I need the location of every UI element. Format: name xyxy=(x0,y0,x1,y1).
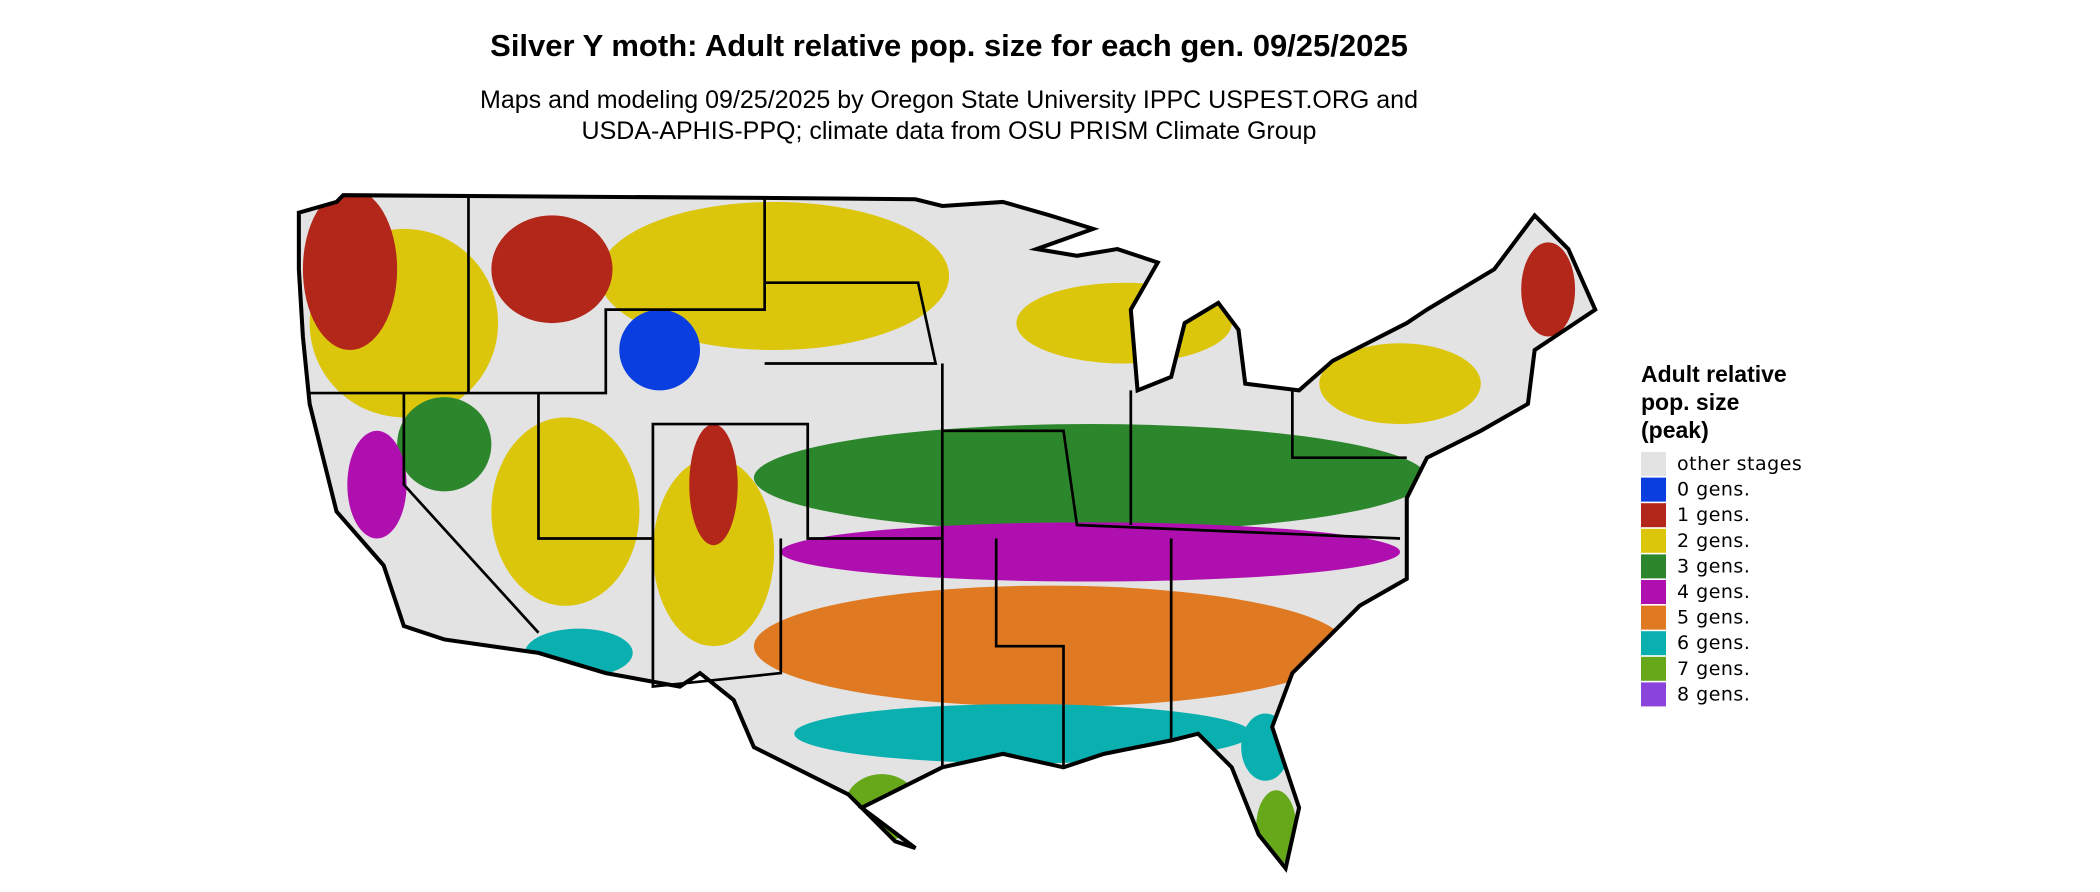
legend-swatch xyxy=(1641,528,1666,553)
legend-swatch xyxy=(1641,656,1666,681)
legend-label: 8 gens. xyxy=(1677,683,1750,705)
legend-swatch xyxy=(1641,503,1666,528)
region xyxy=(1521,242,1576,337)
legend-label: 5 gens. xyxy=(1677,607,1750,629)
legend-label: 1 gens. xyxy=(1677,504,1750,526)
legend-label: 2 gens. xyxy=(1677,530,1750,552)
legend-swatch xyxy=(1641,452,1666,476)
legend-swatch xyxy=(1641,605,1666,630)
subtitle: Maps and modeling 09/25/2025 by Oregon S… xyxy=(480,86,1418,114)
region xyxy=(599,201,950,351)
legend-label: other stages xyxy=(1677,453,1802,475)
legend-label: 0 gens. xyxy=(1677,479,1750,501)
region xyxy=(753,424,1427,532)
region xyxy=(1241,713,1290,781)
region xyxy=(780,522,1401,582)
region xyxy=(794,704,1252,764)
legend-label: 3 gens. xyxy=(1677,555,1750,577)
legend-swatch xyxy=(1641,477,1666,502)
region xyxy=(1259,872,1286,883)
legend-swatch xyxy=(1641,682,1666,707)
region xyxy=(302,195,398,351)
legend-label: 7 gens. xyxy=(1677,658,1750,680)
subtitle: USDA-APHIS-PPQ; climate data from OSU PR… xyxy=(582,117,1317,145)
region xyxy=(347,430,407,539)
legend-title: Adult relative xyxy=(1641,361,1787,387)
legend-swatch xyxy=(1641,631,1666,656)
us-map xyxy=(269,175,1615,888)
legend: Adult relative pop. size (peak) other st… xyxy=(1641,361,1802,707)
region xyxy=(619,309,701,391)
region xyxy=(397,397,492,492)
legend-swatch xyxy=(1641,580,1666,604)
legend-label: 6 gens. xyxy=(1677,632,1750,654)
region xyxy=(491,417,640,606)
region xyxy=(652,457,775,647)
legend-label: 4 gens. xyxy=(1677,581,1750,603)
state-borders xyxy=(309,197,1407,768)
legend-title: pop. size xyxy=(1641,389,1739,415)
region xyxy=(491,215,613,324)
title: Silver Y moth: Adult relative pop. size … xyxy=(490,28,1408,63)
region xyxy=(1319,343,1481,425)
legend-swatch xyxy=(1641,554,1666,579)
region xyxy=(689,424,738,546)
region xyxy=(1016,282,1232,364)
legend-title: (peak) xyxy=(1641,417,1709,443)
